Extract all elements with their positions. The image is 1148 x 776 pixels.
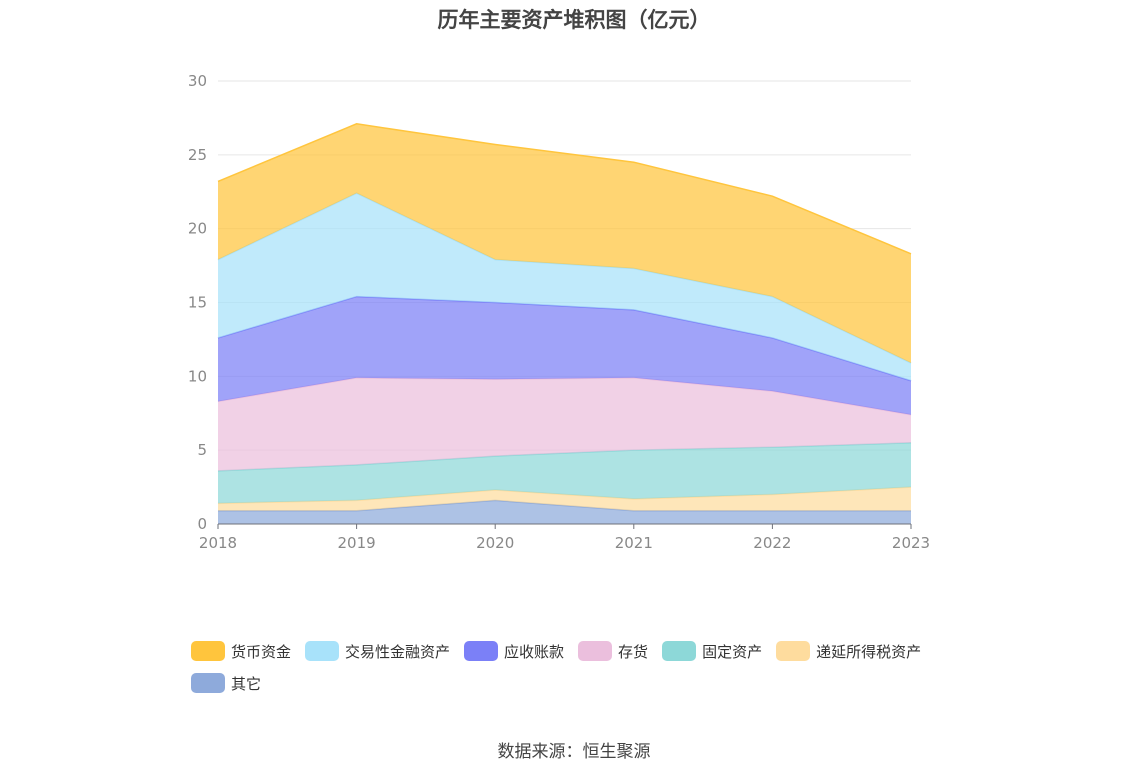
y-tick-label: 5 <box>197 441 207 459</box>
legend-item[interactable]: 其它 <box>191 672 261 694</box>
legend-label: 货币资金 <box>231 642 292 661</box>
area-series-1 <box>218 487 911 511</box>
legend-label: 交易性金融资产 <box>345 642 451 661</box>
legend-item[interactable]: 交易性金融资产 <box>305 640 450 662</box>
legend-item[interactable]: 固定资产 <box>662 640 762 662</box>
area-series-3 <box>218 377 911 471</box>
area-series-4 <box>218 296 911 415</box>
x-tick-label: 2018 <box>199 534 237 552</box>
legend-swatch <box>464 641 499 661</box>
chart-title: 历年主要资产堆积图（亿元） <box>437 8 711 32</box>
x-tick-label: 2020 <box>476 534 514 552</box>
axes: 0 5 10 15 20 25 30 2018 2019 2020 2021 2022 2023 <box>188 72 930 552</box>
x-tick-label: 2021 <box>615 534 653 552</box>
x-tick-label: 2023 <box>892 534 930 552</box>
legend-item[interactable]: 应收账款 <box>464 640 564 662</box>
area-series-2 <box>218 442 911 504</box>
legend-item[interactable]: 货币资金 <box>191 640 291 662</box>
area-series-line-6 <box>217 123 912 255</box>
y-tick-label: 25 <box>188 146 207 164</box>
legend-label: 其它 <box>231 674 262 693</box>
legend-swatch <box>578 641 613 661</box>
y-tick-label: 0 <box>197 515 207 533</box>
legend-swatch <box>191 641 225 661</box>
x-tick-label: 2019 <box>338 534 376 552</box>
area-series-5 <box>218 193 911 381</box>
area-series-0 <box>218 500 911 524</box>
legend-item[interactable]: 存货 <box>578 640 648 662</box>
legend-label: 递延所得税资产 <box>816 642 922 661</box>
legend-swatch <box>305 641 340 661</box>
x-tick-label: 2022 <box>753 534 791 552</box>
legend: 货币资金 交易性金融资产 应收账款 存货 固定资产 递延所得税资产其它 <box>191 640 981 694</box>
y-tick-label: 15 <box>188 294 207 312</box>
legend-swatch <box>191 673 225 693</box>
legend-label: 应收账款 <box>504 642 565 661</box>
y-tick-label: 10 <box>188 367 207 385</box>
legend-label: 固定资产 <box>702 642 763 661</box>
data-source: 数据来源：恒生聚源 <box>497 742 651 762</box>
stacked-area-chart: 0 5 10 15 20 25 30 2018 2019 2020 2021 2022 2023 <box>188 72 930 552</box>
legend-label: 存货 <box>618 642 649 661</box>
legend-swatch <box>662 641 697 661</box>
y-tick-label: 30 <box>188 72 207 90</box>
legend-swatch <box>776 641 811 661</box>
area-series <box>217 123 912 524</box>
area-series-6 <box>218 123 911 364</box>
y-tick-label: 20 <box>188 220 207 238</box>
legend-item[interactable]: 递延所得税资产 <box>776 640 921 662</box>
